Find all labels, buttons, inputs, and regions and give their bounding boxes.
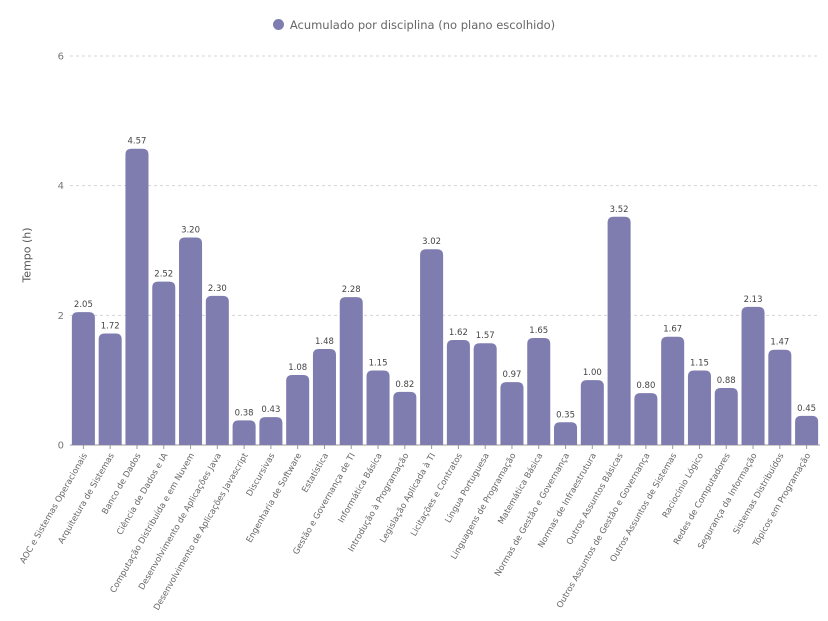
- data-label: 0.45: [797, 404, 816, 414]
- x-tick-label: Licitações e Contratos: [409, 451, 465, 538]
- data-label: 4.57: [127, 137, 146, 147]
- bar[interactable]: [473, 343, 497, 445]
- data-label: 1.57: [476, 331, 495, 341]
- data-label: 1.00: [583, 368, 602, 378]
- bar[interactable]: [71, 312, 95, 445]
- data-label: 2.30: [208, 284, 227, 294]
- data-label: 1.62: [449, 328, 468, 338]
- bar[interactable]: [125, 148, 149, 445]
- bar[interactable]: [98, 333, 122, 445]
- legend-label: Acumulado por disciplina (no plano escol…: [289, 18, 556, 32]
- bar[interactable]: [339, 297, 363, 445]
- data-label: 2.52: [154, 270, 173, 280]
- bar[interactable]: [500, 382, 524, 445]
- data-label: 1.15: [369, 358, 388, 368]
- bar[interactable]: [527, 338, 551, 445]
- data-label: 1.67: [663, 325, 682, 335]
- bar[interactable]: [634, 393, 658, 445]
- x-tick-label: Sistemas Distribuídos: [732, 451, 787, 536]
- data-label: 0.38: [235, 408, 254, 418]
- legend-swatch: [272, 19, 284, 30]
- bar[interactable]: [286, 374, 310, 445]
- bar[interactable]: [714, 387, 738, 445]
- bar[interactable]: [420, 249, 444, 445]
- bar[interactable]: [152, 281, 176, 445]
- bar[interactable]: [179, 237, 203, 445]
- data-label: 1.08: [288, 363, 307, 373]
- data-label: 1.65: [529, 326, 548, 336]
- x-tick-label: Engenharia de Software: [245, 452, 305, 545]
- data-label: 2.28: [342, 285, 361, 295]
- bar[interactable]: [393, 391, 417, 445]
- y-tick-label: 2: [58, 311, 64, 322]
- data-label: 0.82: [395, 380, 414, 390]
- bar[interactable]: [661, 336, 685, 445]
- data-label: 1.48: [315, 337, 334, 347]
- data-label: 1.15: [690, 358, 709, 368]
- y-tick-label: 4: [58, 181, 64, 192]
- y-tick-label: 0: [58, 441, 64, 452]
- x-tick-label: Ciência de Dados e IA: [114, 451, 170, 537]
- data-label: 0.88: [717, 376, 736, 386]
- data-label: 0.80: [636, 381, 655, 391]
- data-label: 3.20: [181, 226, 200, 236]
- bar[interactable]: [607, 216, 631, 445]
- data-label: 2.05: [74, 300, 93, 310]
- bar[interactable]: [768, 349, 792, 445]
- bar[interactable]: [232, 420, 256, 445]
- bar[interactable]: [446, 339, 470, 445]
- bar[interactable]: [554, 422, 578, 445]
- chart-legend[interactable]: Acumulado por disciplina (no plano escol…: [0, 18, 828, 32]
- data-label: 0.97: [502, 370, 521, 380]
- data-label: 0.35: [556, 410, 575, 420]
- x-tick-label: Estatística: [300, 452, 331, 495]
- bar[interactable]: [205, 295, 229, 445]
- data-label: 3.52: [610, 205, 629, 215]
- data-label: 2.13: [744, 295, 763, 305]
- data-label: 3.02: [422, 237, 441, 247]
- y-tick-label: 6: [58, 52, 64, 63]
- bar[interactable]: [366, 370, 390, 445]
- data-label: 1.47: [770, 338, 789, 348]
- bar[interactable]: [580, 380, 604, 445]
- data-label: 1.72: [101, 321, 120, 331]
- bar[interactable]: [259, 417, 283, 445]
- bar[interactable]: [687, 370, 711, 445]
- bar[interactable]: [741, 306, 765, 445]
- bar[interactable]: [795, 415, 819, 445]
- data-label: 0.43: [261, 405, 280, 415]
- bar[interactable]: [312, 349, 336, 445]
